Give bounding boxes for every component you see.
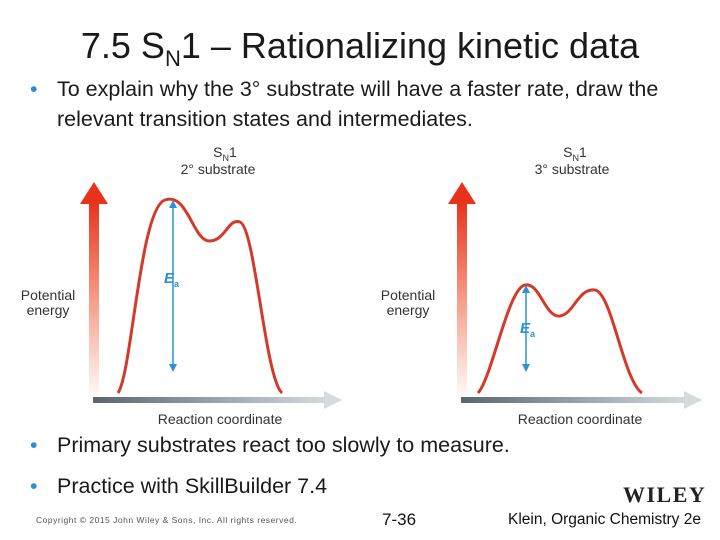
ea-arrow-head-bottom xyxy=(169,364,177,372)
x-axis-label: Reaction coordinate xyxy=(517,411,643,427)
mechanism-label: SN1 xyxy=(563,144,587,163)
activation-energy-label: Ea xyxy=(520,320,536,339)
slide-title: 7.5 SN1 – Rationalizing kinetic data xyxy=(80,25,640,72)
bullet-top: • To explain why the 3° substrate will h… xyxy=(30,74,690,134)
publisher-logo: WILEY xyxy=(623,482,707,507)
energy-diagram-graphic xyxy=(80,182,342,409)
x-axis-label: Reaction coordinate xyxy=(157,411,283,427)
bullet-dot: • xyxy=(30,433,38,457)
y-axis-arrow-shaft xyxy=(89,202,99,402)
energy-diagram-secondary: SN1 2° substrate Potential energy Reactio… xyxy=(0,138,360,438)
bullet-practice: • Practice with SkillBuilder 7.4 xyxy=(30,471,690,501)
energy-curve xyxy=(476,283,644,395)
energy-diagram-graphic xyxy=(448,182,702,409)
y-axis-arrow-head xyxy=(448,182,476,204)
mechanism-label: SN1 xyxy=(213,144,237,163)
energy-curve xyxy=(116,197,284,395)
y-axis-arrow-shaft xyxy=(457,202,467,402)
substrate-label: 3° substrate xyxy=(534,161,610,177)
bullet-text: Practice with SkillBuilder 7.4 xyxy=(57,474,328,498)
bullet-dot: • xyxy=(30,77,38,101)
bullet-text: To explain why the 3° substrate will hav… xyxy=(57,77,659,131)
x-axis-arrow-head xyxy=(324,391,342,409)
copyright-text: Copyright © 2015 John Wiley & Sons, Inc.… xyxy=(36,515,298,525)
ea-arrow-head-top xyxy=(169,200,177,208)
y-axis-label: Potential energy xyxy=(380,287,436,318)
page-number: 7-36 xyxy=(382,510,417,529)
energy-diagram-tertiary: SN1 3° substrate Potential energy Reactio… xyxy=(360,138,720,438)
bullet-primary-substrates: • Primary substrates react too slowly to… xyxy=(30,430,690,460)
x-axis-arrow-shaft xyxy=(461,397,686,403)
x-axis-arrow-shaft xyxy=(93,397,326,403)
y-axis-label: Potential energy xyxy=(20,287,76,318)
ea-arrow-head-top xyxy=(522,285,530,293)
x-axis-arrow-head xyxy=(684,391,702,409)
y-axis-arrow-head xyxy=(80,182,108,204)
book-credit: Klein, Organic Chemistry 2e xyxy=(508,511,701,528)
bullet-dot: • xyxy=(30,474,38,498)
activation-energy-label: Ea xyxy=(164,270,180,289)
ea-arrow-head-bottom xyxy=(522,364,530,372)
bullet-text: Primary substrates react too slowly to m… xyxy=(57,433,510,457)
substrate-label: 2° substrate xyxy=(180,161,256,177)
